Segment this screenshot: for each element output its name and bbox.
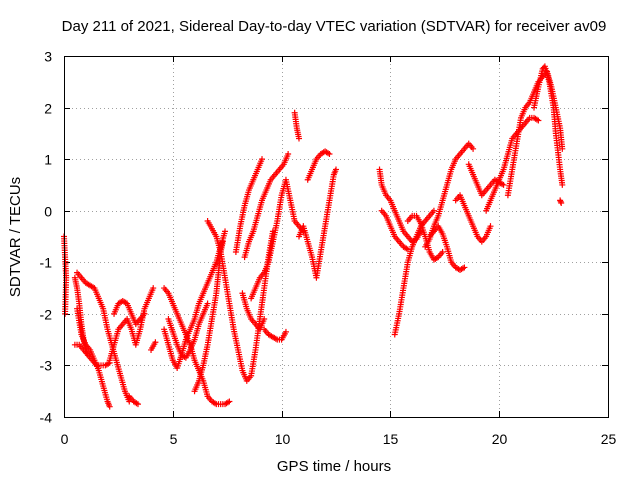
data-point xyxy=(326,150,333,157)
data-point xyxy=(282,328,289,335)
x-tick-label: 25 xyxy=(601,431,617,447)
data-point xyxy=(461,264,468,271)
y-tick-label: -3 xyxy=(40,358,53,374)
data-point xyxy=(150,285,157,292)
y-tick-label: 3 xyxy=(44,49,52,65)
data-points xyxy=(61,63,566,410)
data-point xyxy=(296,135,303,142)
data-point xyxy=(204,300,211,307)
data-point xyxy=(106,403,113,410)
data-point xyxy=(535,117,542,124)
x-tick-label: 15 xyxy=(383,431,399,447)
data-point xyxy=(559,145,566,152)
data-point xyxy=(500,181,507,188)
data-point xyxy=(261,316,268,323)
data-point xyxy=(439,248,446,255)
data-point xyxy=(219,238,226,245)
x-tick-label: 5 xyxy=(170,431,178,447)
data-point xyxy=(430,207,437,214)
data-point xyxy=(134,401,141,408)
data-point xyxy=(141,310,148,317)
y-tick-label: 1 xyxy=(44,152,52,168)
data-point xyxy=(470,145,477,152)
y-tick-label: 2 xyxy=(44,101,52,117)
chart-title: Day 211 of 2021, Sidereal Day-to-day VTE… xyxy=(62,18,607,35)
data-point xyxy=(226,398,233,405)
plot-frame xyxy=(64,56,609,418)
x-axis-label: GPS time / hours xyxy=(277,458,391,475)
y-axis-label: SDTVAR / TECUs xyxy=(7,177,24,297)
y-tick-label: -1 xyxy=(40,255,53,271)
data-point xyxy=(558,199,565,206)
x-tick-label: 0 xyxy=(61,431,69,447)
data-point xyxy=(259,156,266,163)
data-point xyxy=(487,223,494,230)
data-point xyxy=(333,166,339,173)
x-tick-label: 10 xyxy=(275,431,291,447)
y-tick-label: -4 xyxy=(40,410,53,426)
data-point xyxy=(152,339,159,346)
x-tick-label: 20 xyxy=(492,431,508,447)
y-tick-label: -2 xyxy=(40,307,53,323)
data-point xyxy=(222,228,229,235)
grid xyxy=(64,56,608,417)
data-point xyxy=(285,150,292,157)
data-point xyxy=(559,181,566,188)
y-tick-label: 0 xyxy=(44,204,52,220)
data-point xyxy=(62,310,69,317)
